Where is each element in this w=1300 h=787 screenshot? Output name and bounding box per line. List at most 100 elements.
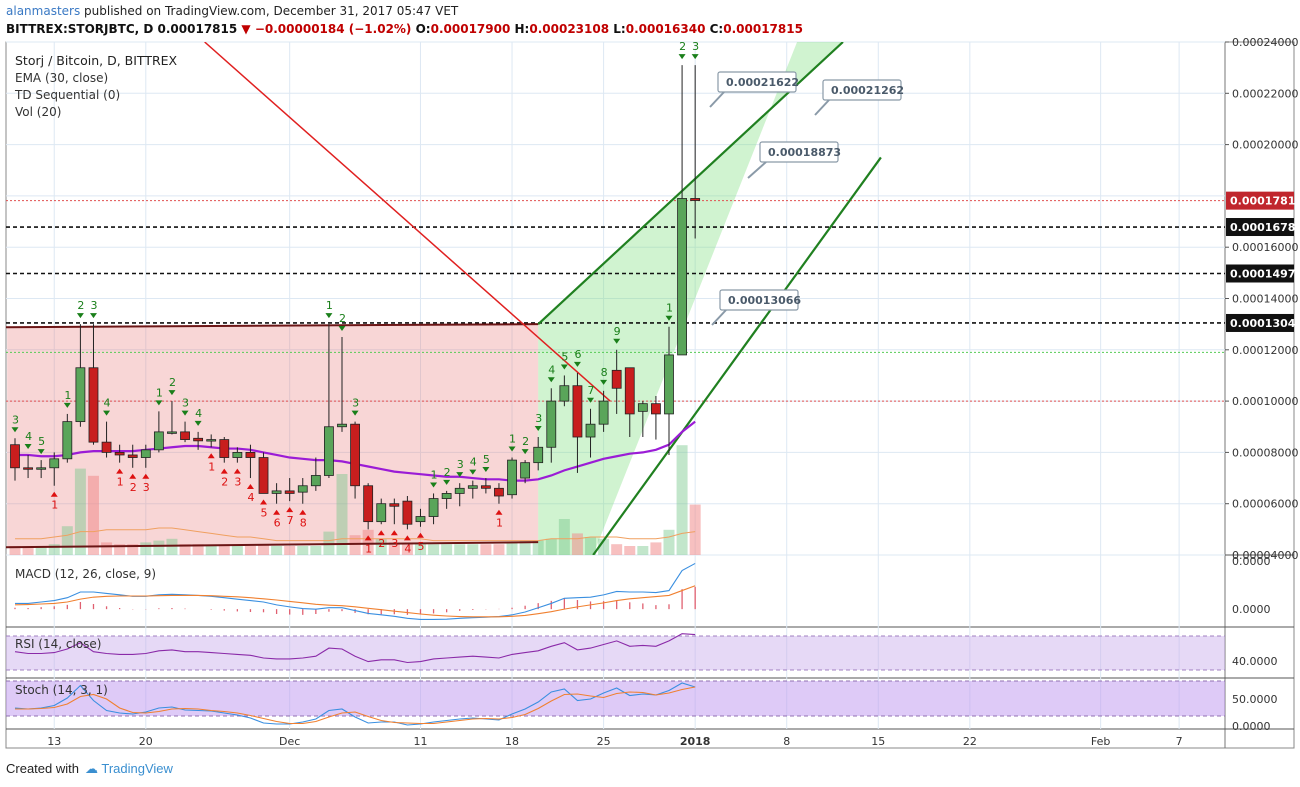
candle <box>533 437 544 471</box>
volume-bar <box>153 540 165 555</box>
candle <box>206 434 217 448</box>
price-tick-label: 0.00020000 <box>1232 139 1298 152</box>
td-count-label: 3 <box>182 397 189 410</box>
channel-zone <box>538 42 843 555</box>
volume-bar <box>258 544 270 555</box>
td-setup-marker <box>430 482 438 488</box>
legend-td: TD Sequential (0) <box>14 88 120 102</box>
td-count-label: 3 <box>352 397 359 410</box>
volume-bar <box>192 544 204 555</box>
td-setup-marker <box>220 468 228 474</box>
td-count-label: 2 <box>221 476 228 489</box>
volume-bars <box>9 445 701 555</box>
time-tick-label: 2018 <box>680 735 711 748</box>
volume-bar <box>585 537 597 555</box>
volume-bar <box>401 544 413 555</box>
td-count-label: 2 <box>339 312 346 325</box>
username-link[interactable]: alanmasters <box>6 4 81 18</box>
svg-text:0.00014975: 0.00014975 <box>1230 267 1300 280</box>
candle <box>611 349 622 414</box>
time-tick-label: 8 <box>783 735 790 748</box>
td-count-label: 1 <box>509 433 516 446</box>
td-count-label: 8 <box>601 366 608 379</box>
td-setup-marker <box>155 400 163 406</box>
candle <box>467 480 478 499</box>
td-setup-marker <box>142 473 150 479</box>
candle <box>140 444 151 468</box>
svg-text:0.00013066: 0.00013066 <box>728 294 801 307</box>
candle <box>376 498 387 525</box>
time-axis[interactable]: 13 20 Dec 11 18 25 2018 8 15 22 Feb 7 <box>47 735 1182 748</box>
td-setup-marker <box>521 449 529 455</box>
candle <box>10 438 20 481</box>
price-tick-label: 0.00010000 <box>1232 395 1298 408</box>
candle <box>415 508 426 527</box>
td-count-label: 3 <box>12 413 19 426</box>
td-count-label: 2 <box>679 40 686 53</box>
price-tick-label: 0.00014000 <box>1232 293 1298 306</box>
price-tick-label: 0.00006000 <box>1232 498 1298 511</box>
candle <box>114 444 125 463</box>
td-count-label: 1 <box>431 468 438 481</box>
td-count-label: 2 <box>444 466 451 479</box>
volume-bar <box>61 526 73 555</box>
td-setup-marker <box>24 443 32 449</box>
downtrend-line <box>204 42 611 402</box>
macd-title: MACD (12, 26, close, 9) <box>15 567 156 581</box>
price-tick-label: 0.00022000 <box>1232 87 1298 100</box>
volume-bar <box>637 546 649 555</box>
stoch-title: Stoch (14, 3, 1) <box>15 683 108 697</box>
symbol: BITTREX:STORJBTC, D <box>6 22 154 36</box>
candle <box>310 457 321 491</box>
candle <box>624 367 635 438</box>
volume-bar <box>624 546 636 555</box>
price-callouts: 0.00021622 0.00021262 0.00018873 0.00013066 <box>709 71 904 326</box>
td-count-label: 4 <box>25 430 32 443</box>
volume-bar <box>74 468 86 555</box>
volume-bar <box>428 544 440 555</box>
volume-bar <box>35 546 47 555</box>
price-level-tag: 0.00017815 <box>1226 191 1300 210</box>
td-count-label: 4 <box>247 491 254 504</box>
candle <box>337 336 347 432</box>
td-setup-marker <box>11 427 19 433</box>
td-count-label: 3 <box>143 481 150 494</box>
price-level-tag: 0.00014975 <box>1226 264 1300 283</box>
td-count-label: 3 <box>535 412 542 425</box>
td-count-label: 3 <box>234 476 241 489</box>
chart-title: Storj / Bitcoin, D, BITTREX <box>15 53 178 68</box>
candle <box>651 395 661 440</box>
candle <box>480 478 491 494</box>
td-count-label: 1 <box>326 299 333 312</box>
candle <box>62 413 73 463</box>
volume-bar <box>362 529 374 555</box>
td-count-label: 1 <box>156 386 163 399</box>
candle <box>402 496 413 530</box>
rsi-title: RSI (14, close) <box>15 637 101 651</box>
time-tick-label: 22 <box>963 735 977 748</box>
td-count-label: 5 <box>417 540 424 553</box>
volume-bar <box>9 546 21 555</box>
candle <box>389 498 400 525</box>
td-count-label: 9 <box>614 325 621 338</box>
candle <box>363 483 374 530</box>
indicator-panes: MACD (12, 26, close, 9) 0.0000 0.0000 RSI (… <box>6 555 1278 733</box>
td-setup-marker <box>573 361 581 367</box>
td-setup-marker <box>286 507 294 513</box>
tradingview-logo-link[interactable]: ☁︎ TradingView <box>84 761 173 776</box>
time-tick-label: 15 <box>871 735 885 748</box>
horizontal-lines <box>6 200 1225 549</box>
td-setup-marker <box>587 397 595 403</box>
td-setup-marker <box>469 469 477 475</box>
publish-info: alanmasters published on TradingView.com… <box>6 4 458 18</box>
td-count-label: 8 <box>300 517 307 530</box>
volume-bar <box>271 546 283 555</box>
td-setup-marker <box>403 535 411 541</box>
candle <box>193 431 204 450</box>
td-count-label: 4 <box>470 456 477 469</box>
macd-tick-label: 0.0000 <box>1232 555 1271 568</box>
price-tick-label: 0.00008000 <box>1232 446 1298 459</box>
td-setup-marker <box>89 313 97 319</box>
price-axis[interactable]: 0.00024000 0.00022000 0.00020000 0.00016000… <box>1225 36 1300 562</box>
